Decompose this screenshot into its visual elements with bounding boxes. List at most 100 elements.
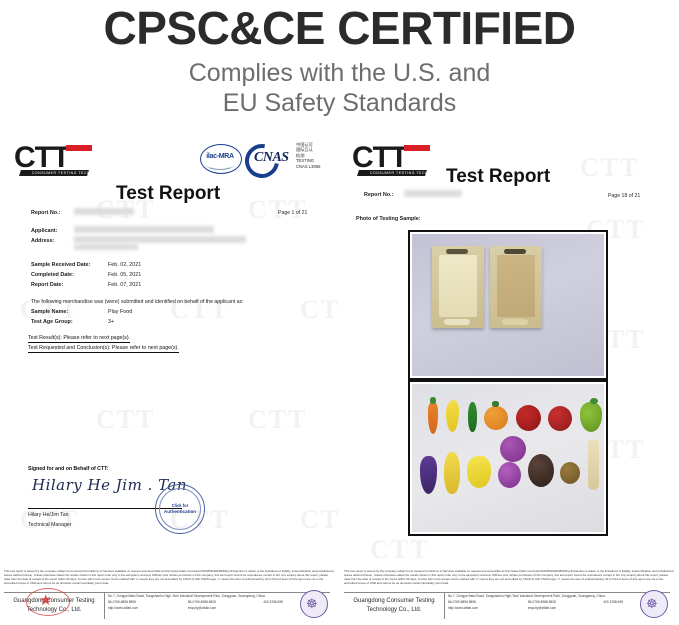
- seal-glyph-icon: ☸: [306, 596, 318, 611]
- food-item-apple-red-1: [516, 405, 541, 431]
- left-footer: This test report is issued by the compan…: [4, 569, 334, 586]
- red-seal-ring: [26, 588, 70, 616]
- left-footer-disclaimer: This test report is issued by the compan…: [4, 569, 334, 585]
- right-footer-contact-box: Guangdong Consumer Testing Technology Co…: [344, 592, 670, 619]
- tray-handle-top: [446, 249, 468, 254]
- watermark: CTT: [96, 405, 156, 434]
- signer-role: Technical Manager: [28, 522, 72, 528]
- photo-food-inner: [412, 384, 604, 532]
- footer-website[interactable]: http://www.cttlab.com: [448, 605, 479, 610]
- banner-title: CPSC&CE CERTIFIED: [103, 2, 576, 54]
- right-doc-title: Test Report: [446, 166, 551, 187]
- ctt-logo: CTT CONSUMER TESTING TECHNOLOGY: [14, 141, 108, 177]
- ctt-logo-tagline: CONSUMER TESTING TECHNOLOGY: [370, 171, 447, 175]
- report-date-label: Report Date:: [31, 282, 64, 288]
- cnas-line-2: 检测: [296, 152, 305, 158]
- watermark: CTT: [300, 295, 339, 324]
- photo-trays-background: [412, 234, 604, 376]
- footer-phone-row: 86-0769-8898 8898 86-0769-8988 8808 400 …: [108, 600, 330, 606]
- right-footer: This test report is issued by the compan…: [344, 569, 674, 586]
- tray-handle-bottom: [502, 319, 528, 325]
- wooden-tray-right: [490, 246, 542, 328]
- footer-address: No.7, Gongye Baisi Road, Songshanhu High…: [448, 594, 606, 598]
- cnas-accreditation-text: 中国认可 国际互认 检测 TESTING CNAS L3068: [296, 142, 320, 169]
- ilac-mra-icon: ilac-MRA: [200, 144, 242, 174]
- signature-rule: [28, 508, 182, 509]
- signed-for-label: Signed for and on Behalf of CTT:: [28, 466, 109, 472]
- food-item-kiwi: [560, 462, 580, 484]
- footer-address: No.7, Gongye Baisi Road, Songshanhu High…: [108, 594, 266, 598]
- tray-cavity: [439, 255, 477, 317]
- food-item-plum-dark: [528, 454, 554, 487]
- food-item-banana: [446, 400, 459, 432]
- ilac-wave-inner: [210, 162, 230, 170]
- age-group-label: Test Age Group:: [31, 319, 73, 325]
- left-red-seal-stamp: ★: [26, 588, 70, 616]
- star-icon: ★: [39, 592, 53, 609]
- banner-subtitle: Complies with the U.S. and EU Safety Sta…: [0, 58, 679, 118]
- company-line-2: Technology Co., Ltd.: [366, 607, 422, 613]
- cnas-line-0: 中国认可: [296, 142, 313, 147]
- right-purple-seal-stamp: ☸: [640, 590, 668, 618]
- food-item-apple-red-2: [548, 406, 572, 431]
- cnas-line-1: 国际互认: [296, 147, 313, 153]
- report-date-value: Feb. 07, 2021: [108, 282, 142, 288]
- footer-web-row: http://www.cttlab.com enquiry@cttlab.com: [448, 606, 670, 612]
- footer-website[interactable]: http://www.cttlab.com: [108, 605, 139, 610]
- banner-subtitle-line1: Complies with the U.S. and: [188, 59, 491, 87]
- company-line-1: Guangdong Consumer Testing: [353, 598, 435, 604]
- footer-web-row: http://www.cttlab.com enquiry@cttlab.com: [108, 606, 330, 612]
- footer-hotline: 400 6788 698: [263, 599, 283, 604]
- cnas-icon: CNAS: [238, 137, 293, 185]
- footer-email[interactable]: enquiry@cttlab.com: [527, 605, 557, 610]
- watermark: CTT: [20, 505, 80, 534]
- photo-food-background: [412, 384, 604, 532]
- food-item-knife-1: [588, 440, 599, 490]
- authentication-stamp[interactable]: Click for Authentication: [155, 484, 205, 534]
- food-item-orange-stem: [492, 401, 499, 407]
- merchandise-intro: The following merchandise was (were) sub…: [31, 299, 244, 305]
- food-item-carrot: [428, 402, 438, 434]
- left-report-no-label: Report No.:: [31, 210, 61, 216]
- left-report-no-redaction: [74, 208, 134, 215]
- left-applicant-label: Applicant:: [31, 228, 58, 234]
- right-report-no-redaction: [404, 190, 462, 197]
- certification-banner: CPSC&CE CERTIFIED Complies with the U.S.…: [0, 0, 679, 128]
- tray-cavity: [497, 255, 535, 317]
- cnas-line-3: TESTING: [296, 158, 315, 164]
- signature-handwriting: Hilary He Jim . Tan: [32, 476, 188, 494]
- left-applicant-redaction: [74, 226, 214, 233]
- test-conclusion-line: Test Requested and Conclusion(s): Please…: [28, 345, 179, 353]
- left-purple-seal-stamp: ☸: [300, 590, 328, 618]
- banner-subtitle-line2: EU Safety Standards: [222, 89, 457, 117]
- footer-fax: 86-0769-8988 8808: [187, 599, 216, 604]
- testing-sample-photo-play-food: [408, 380, 608, 536]
- food-item-cucumber: [468, 402, 477, 432]
- ctt-logo-text: CTT: [14, 141, 70, 174]
- watermark: CTT: [370, 535, 430, 564]
- authentication-stamp-inner-ring: [159, 488, 201, 530]
- footer-email[interactable]: enquiry@cttlab.com: [187, 605, 217, 610]
- watermark: CTT: [580, 153, 640, 182]
- signer-name: Hilary He/Jim Tan: [28, 512, 69, 518]
- food-item-pear-green: [580, 402, 602, 432]
- ctt-logo-text: CTT: [352, 141, 408, 174]
- right-page-number: Page 18 of 21: [608, 193, 641, 199]
- cnas-line-4: CNAS L3068: [296, 163, 321, 169]
- completed-date-label: Completed Date:: [31, 272, 74, 278]
- food-item-eggplant: [420, 456, 437, 494]
- testing-sample-photo-trays: [408, 230, 608, 380]
- food-item-onion-purple-top: [500, 436, 526, 462]
- watermark: CTT: [300, 505, 339, 534]
- sample-received-date-label: Sample Received Date:: [31, 262, 91, 268]
- tray-handle-top: [504, 249, 526, 254]
- ctt-logo-accent: [404, 145, 430, 151]
- ctt-logo-tagline: CONSUMER TESTING TECHNOLOGY: [32, 171, 109, 175]
- photo-trays-inner: [412, 234, 604, 376]
- wooden-tray-left: [432, 246, 484, 328]
- food-item-orange: [484, 406, 508, 430]
- left-address-redaction-2: [74, 244, 138, 250]
- footer-phone-row: 86-0769-8898 8898 86-0769-8988 8808 400 …: [448, 600, 670, 606]
- food-item-onion-purple-bottom: [498, 462, 521, 488]
- right-footer-address-block: No.7, Gongye Baisi Road, Songshanhu High…: [444, 593, 670, 619]
